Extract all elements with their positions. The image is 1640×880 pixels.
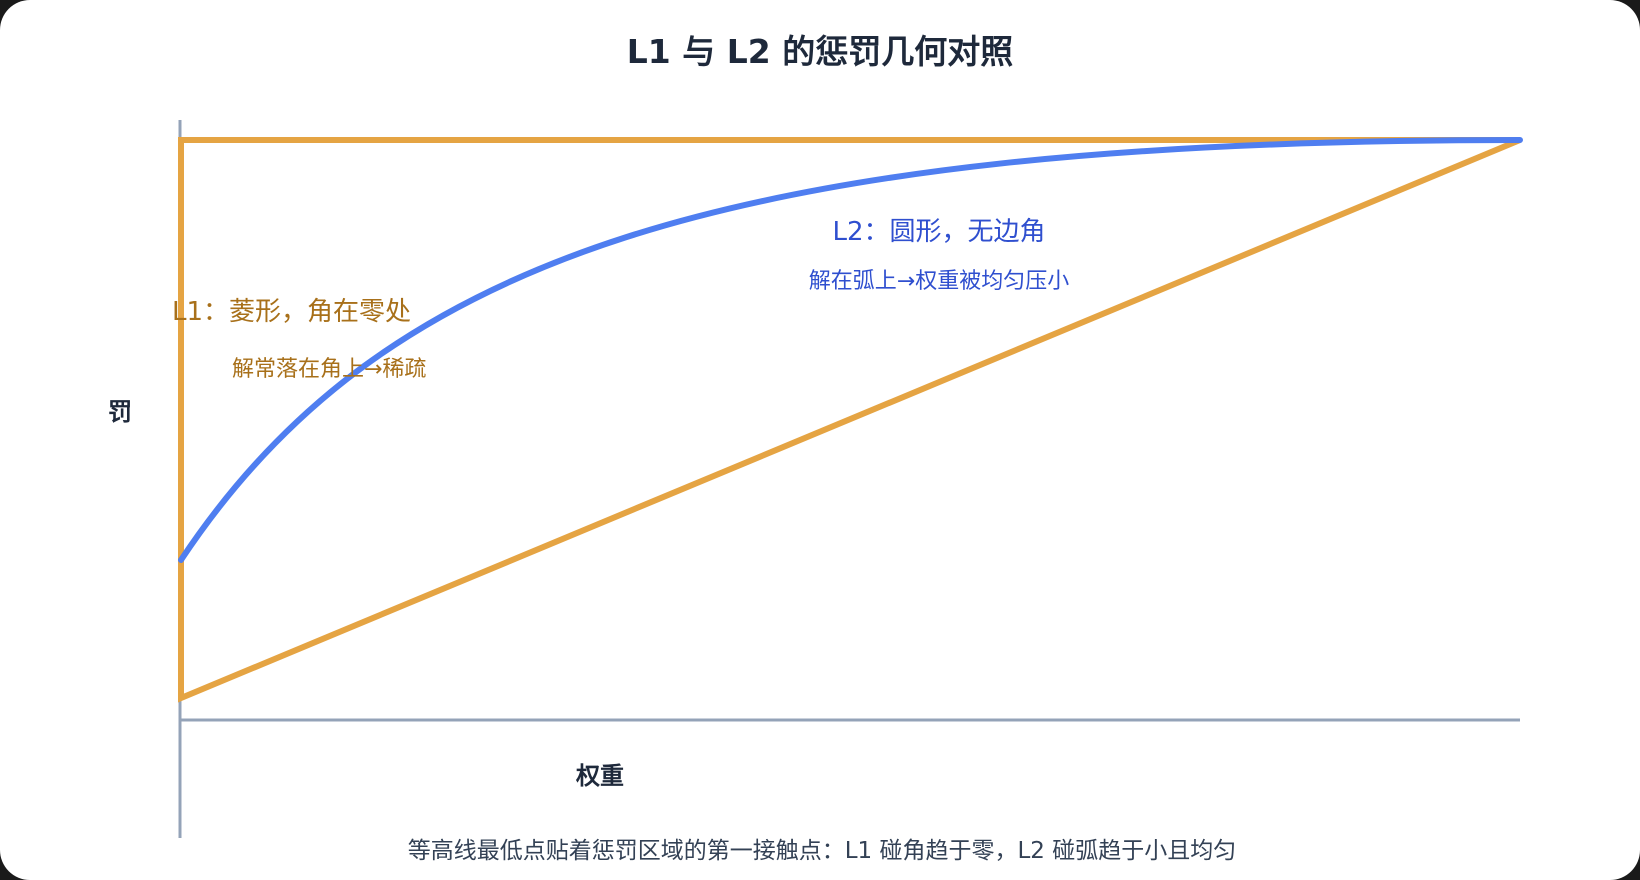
l2-label: L2：圆形，无边角 xyxy=(832,217,1045,247)
l1-sublabel: 解常落在角上→稀疏 xyxy=(232,357,426,382)
x-axis-label: 权重 xyxy=(575,762,624,790)
l1-label: L1：菱形，角在零处 xyxy=(172,297,411,327)
l2-circle-arc xyxy=(178,137,1523,563)
y-axis-label: 罚 xyxy=(108,398,132,426)
diagram-title: L1 与 L2 的惩罚几何对照 xyxy=(627,32,1013,71)
l1-diamond-shape xyxy=(178,137,1522,703)
caption: 等高线最低点贴着惩罚区域的第一接触点：L1 碰角趋于零，L2 碰弧趋于小且均匀 xyxy=(408,838,1237,864)
l2-sublabel: 解在弧上→权重被均匀压小 xyxy=(809,269,1069,294)
